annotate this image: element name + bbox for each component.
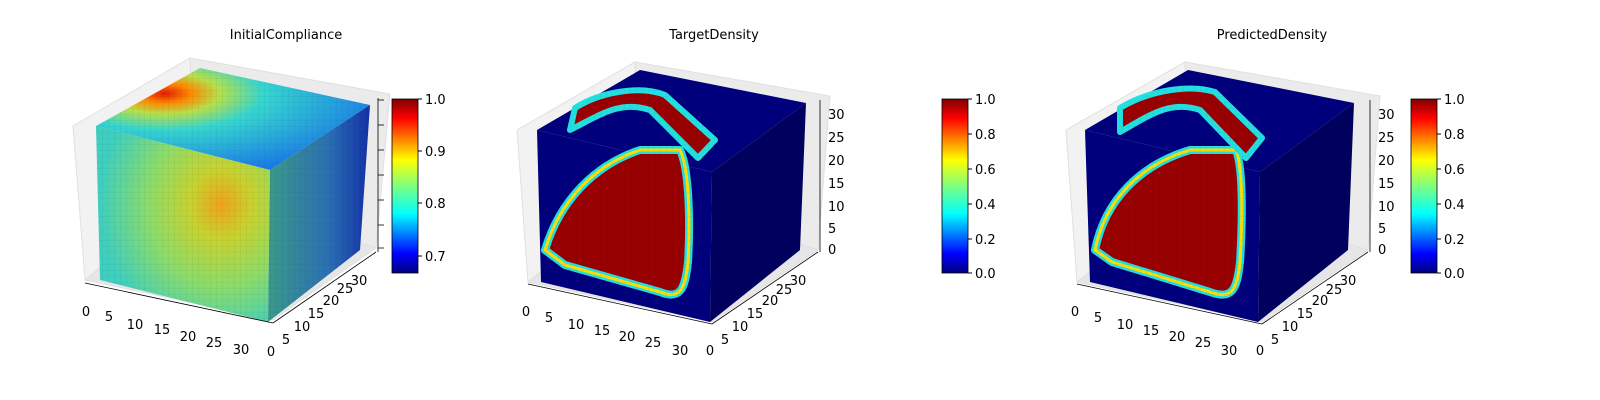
x-tick-label: 15: [1143, 324, 1160, 339]
colorbar-tick-label: 1.0: [1444, 93, 1465, 108]
voxel-cube: [537, 70, 806, 322]
colorbar-tick-label: 0.8: [975, 128, 996, 143]
z-tick-label: 15: [828, 177, 845, 192]
z-tick-label: 20: [828, 154, 845, 169]
z-tick-label: 25: [1378, 131, 1395, 146]
y-axis: 0 5 10 15 20 25 30: [267, 251, 377, 360]
colorbar-tick-label: 0.4: [1444, 198, 1465, 213]
colorbar-tick-label: 0.2: [975, 233, 996, 248]
z-tick-label: 10: [1378, 200, 1395, 215]
colorbar-gradient: [1410, 98, 1438, 274]
colorbar-tick-label: 0.9: [425, 145, 446, 160]
colorbar-tick-label: 0.0: [975, 267, 996, 282]
colorbar-tick-label: 0.2: [1444, 233, 1465, 248]
x-tick-label: 5: [1094, 311, 1102, 326]
z-tick-label: 15: [1378, 177, 1395, 192]
z-tick-label: 10: [828, 200, 845, 215]
y-tick-label: 0: [1256, 344, 1264, 359]
x-tick-label: 20: [619, 330, 636, 345]
colorbar-tick-label: 0.4: [975, 198, 996, 213]
y-tick-label: 30: [790, 274, 807, 289]
x-tick-label: 5: [545, 311, 553, 326]
colorbar-tick-label: 0.6: [975, 163, 996, 178]
y-tick-label: 20: [1312, 294, 1329, 309]
x-tick-label: 30: [672, 344, 689, 359]
y-tick-label: 20: [323, 294, 340, 309]
colorbar-tick-label: 0.8: [1444, 128, 1465, 143]
y-tick-label: 25: [776, 283, 793, 298]
y-tick-label: 5: [282, 333, 290, 348]
x-tick-label: 15: [594, 324, 611, 339]
x-tick-label: 5: [105, 310, 113, 325]
colorbar-tick-label: 1.0: [975, 93, 996, 108]
colorbar-tick-label: 0.6: [1444, 163, 1465, 178]
colorbar: 1.0 0.8 0.6 0.4 0.2 0.0: [941, 93, 996, 282]
x-tick-label: 25: [1195, 336, 1212, 351]
colorbar-tick-label: 1.0: [425, 93, 446, 108]
y-tick-label: 25: [1326, 283, 1343, 298]
y-tick-label: 10: [1282, 320, 1299, 335]
panel-targetdensity: TargetDensity 0 5 10 15 20 25: [516, 28, 996, 359]
z-tick-label: 5: [1378, 222, 1386, 237]
x-tick-label: 0: [1071, 305, 1079, 320]
y-tick-label: 5: [1271, 333, 1279, 348]
z-tick-label: 5: [828, 222, 836, 237]
y-tick-label: 5: [721, 333, 729, 348]
colorbar: 1.0 0.8 0.6 0.4 0.2 0.0: [1410, 93, 1465, 282]
z-axis: 0 5 10 15 20 25 30: [819, 100, 845, 258]
z-tick-label: 0: [828, 243, 836, 258]
z-tick-label: 30: [828, 108, 845, 123]
z-tick-label: 25: [828, 131, 845, 146]
z-axis: 0 5 10 15 20 25 30: [1369, 100, 1395, 258]
x-tick-label: 10: [127, 318, 144, 333]
colorbar: 1.0 0.9 0.8 0.7: [391, 93, 446, 274]
x-tick-label: 20: [1169, 330, 1186, 345]
y-tick-label: 0: [706, 344, 714, 359]
y-tick-label: 10: [294, 320, 311, 335]
y-tick-label: 20: [762, 294, 779, 309]
x-tick-label: 15: [154, 323, 171, 338]
panel-initialcompliance: InitialCompliance: [72, 28, 446, 360]
y-tick-label: 25: [337, 282, 354, 297]
y-tick-label: 0: [267, 345, 275, 360]
x-tick-label: 25: [206, 336, 223, 351]
z-axis: [377, 98, 384, 252]
y-tick-label: 10: [732, 320, 749, 335]
voxel-cube: [96, 68, 370, 322]
panel-predicteddensity: PredictedDensity 0 5 10 15 20 25 30: [1065, 28, 1465, 359]
x-tick-label: 0: [82, 305, 90, 320]
x-tick-label: 30: [233, 343, 250, 358]
colorbar-tick-label: 0.7: [425, 250, 446, 265]
colorbar-tick-label: 0.0: [1444, 267, 1465, 282]
colorbar-gradient: [941, 98, 969, 274]
z-tick-label: 20: [1378, 154, 1395, 169]
x-tick-label: 25: [645, 336, 662, 351]
x-axis: 0 5 10 15 20 25 30: [1071, 283, 1263, 359]
x-tick-label: 10: [1117, 318, 1134, 333]
y-tick-label: 15: [747, 307, 764, 322]
chart-title: TargetDensity: [668, 28, 759, 43]
x-tick-label: 30: [1221, 344, 1238, 359]
x-tick-label: 20: [180, 330, 197, 345]
y-tick-label: 30: [351, 274, 368, 289]
y-axis: 0 5 10 15 20 25 30: [706, 251, 819, 359]
x-axis: 0 5 10 15 20 25 30: [522, 283, 713, 359]
y-tick-label: 15: [1297, 307, 1314, 322]
y-tick-label: 15: [308, 307, 325, 322]
x-axis: 0 5 10 15 20 25 30: [82, 282, 274, 358]
z-tick-label: 30: [1378, 108, 1395, 123]
voxel-cube: [1085, 70, 1354, 322]
x-tick-label: 10: [568, 318, 585, 333]
chart-title: InitialCompliance: [230, 28, 343, 43]
chart-title: PredictedDensity: [1217, 28, 1328, 43]
y-tick-label: 30: [1340, 274, 1357, 289]
colorbar-tick-label: 0.8: [425, 197, 446, 212]
colorbar-gradient: [391, 98, 419, 274]
y-axis: 0 5 10 15 20 25 30: [1256, 251, 1369, 359]
z-tick-label: 0: [1378, 243, 1386, 258]
x-tick-label: 0: [522, 305, 530, 320]
